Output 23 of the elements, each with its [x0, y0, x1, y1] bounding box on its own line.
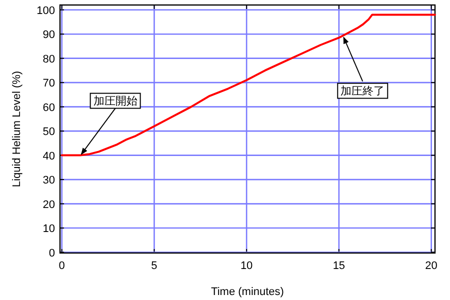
- y-tick-label: 80: [42, 53, 55, 66]
- annotation: 加圧開始: [80, 92, 141, 155]
- y-tick-label: 70: [42, 78, 55, 90]
- x-tick-label: 10: [240, 260, 253, 272]
- line-series: [60, 14, 436, 156]
- annotation: 加圧終了: [340, 84, 385, 98]
- y-tick-label: 20: [42, 198, 55, 211]
- annotation: 加圧終了: [337, 36, 388, 99]
- y-tick-label: 30: [42, 174, 55, 187]
- x-tick-label: 20: [425, 260, 438, 272]
- y-tick-label: 60: [42, 102, 55, 114]
- y-tick-label: 100: [36, 4, 55, 17]
- y-tick-label: 0: [48, 247, 55, 260]
- annotation: 加圧開始: [93, 94, 138, 108]
- x-axis-title: Time (minutes): [211, 286, 284, 298]
- y-tick-label: 50: [42, 126, 55, 138]
- x-tick-label: 0: [58, 260, 65, 272]
- x-tick-label: 5: [151, 260, 158, 272]
- y-tick-label: 10: [42, 223, 55, 236]
- x-tick-label: 15: [332, 260, 346, 272]
- y-tick-label: 40: [42, 150, 55, 162]
- y-tick-label: 90: [42, 29, 55, 42]
- y-axis-title: Liquid Helium Level (%): [11, 70, 23, 188]
